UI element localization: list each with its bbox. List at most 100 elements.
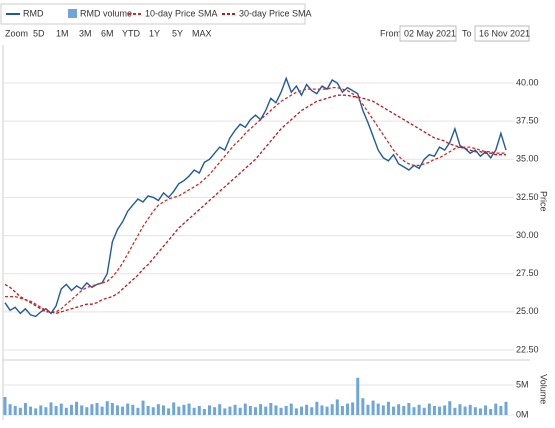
volume-bar <box>192 407 196 415</box>
volume-bar <box>156 404 160 415</box>
from-date[interactable]: 02 May 2021 <box>404 28 456 38</box>
volume-bar <box>115 405 119 415</box>
price-line <box>4 76 507 318</box>
volume-bar <box>325 406 329 415</box>
volume-bar <box>499 406 503 415</box>
zoom-button[interactable]: 5Y <box>172 28 183 38</box>
volume-bar <box>427 403 431 415</box>
volume-bar <box>494 403 498 415</box>
volume-bar <box>75 401 79 415</box>
volume-bar <box>141 400 145 415</box>
volume-bar <box>484 405 488 415</box>
volume-bar <box>49 402 53 415</box>
legend-label[interactable]: RMD <box>23 8 44 18</box>
zoom-button[interactable]: 5D <box>33 28 45 38</box>
volume-bar <box>131 404 135 415</box>
volume-bar <box>320 405 324 415</box>
from-input[interactable] <box>399 25 457 42</box>
volume-bar <box>376 403 380 415</box>
volume-bar <box>202 409 206 415</box>
to-input[interactable] <box>474 25 530 42</box>
volume-bar <box>182 404 186 415</box>
zoom-button[interactable]: 1M <box>56 28 69 38</box>
volume-bar <box>248 406 252 415</box>
volume-bar <box>305 404 309 415</box>
volume-bar <box>238 407 242 415</box>
zoom-button[interactable]: 3M <box>79 28 92 38</box>
volume-bar <box>330 404 334 415</box>
y-axis-title: Price <box>539 191 549 212</box>
volume-bar <box>468 404 472 415</box>
volume-bar <box>29 406 33 415</box>
y-tick-label: 30.00 <box>516 230 539 240</box>
y-tick-label: 0M <box>516 409 529 419</box>
volume-bar <box>335 399 339 415</box>
volume-bar <box>381 405 385 415</box>
volume-bar <box>207 405 211 415</box>
volume-bar <box>489 409 493 415</box>
volume-bar <box>44 407 48 415</box>
volume-bar <box>264 406 268 415</box>
volume-bar <box>34 408 38 415</box>
volume-bar <box>366 404 370 415</box>
y-axis-title: Volume <box>539 374 549 404</box>
volume-bar <box>422 407 426 415</box>
volume-bar <box>172 402 176 415</box>
zoom-button[interactable]: 1Y <box>149 28 160 38</box>
volume-bar <box>315 401 319 415</box>
volume-bar <box>69 404 73 415</box>
volume-bar <box>463 406 467 415</box>
volume-bar <box>351 402 355 415</box>
volume-bar <box>110 403 114 415</box>
volume-bar <box>167 408 171 415</box>
volume-bar <box>386 401 390 415</box>
volume-bar <box>218 404 222 415</box>
volume-bar <box>3 397 7 415</box>
volume-bar <box>23 403 27 415</box>
volume-bar <box>300 406 304 415</box>
volume-bar <box>121 406 125 415</box>
volume-bar <box>126 403 130 415</box>
y-tick-label: 22.50 <box>516 344 539 354</box>
to-label: To <box>462 28 472 38</box>
volume-bar <box>146 406 150 415</box>
legend-swatch[interactable] <box>68 9 77 18</box>
volume-bar <box>473 407 477 415</box>
zoom-label: Zoom <box>5 28 28 38</box>
volume-bar <box>213 407 217 415</box>
volume-bar <box>458 404 462 415</box>
y-tick-label: 37.50 <box>516 116 539 126</box>
legend-label[interactable]: 10-day Price SMA <box>145 8 218 18</box>
zoom-button[interactable]: YTD <box>122 28 141 38</box>
volume-bar <box>279 407 283 415</box>
volume-bar <box>85 407 89 415</box>
volume-bar <box>294 408 298 415</box>
volume-bar <box>39 405 43 415</box>
zoom-button[interactable]: 6M <box>101 28 114 38</box>
volume-bar <box>397 404 401 415</box>
volume-bar <box>274 405 278 415</box>
volume-bar <box>443 405 447 415</box>
volume-bar <box>340 406 344 415</box>
volume-bar <box>59 403 63 415</box>
volume-bar <box>80 405 84 415</box>
from-label: From <box>380 28 401 38</box>
y-tick-label: 27.50 <box>516 268 539 278</box>
volume-bar <box>417 404 421 415</box>
volume-bar <box>453 407 457 415</box>
volume-bar <box>177 406 181 415</box>
legend-label[interactable]: RMD volume <box>80 8 132 18</box>
legend-label[interactable]: 30-day Price SMA <box>239 8 312 18</box>
volume-bar <box>361 398 365 415</box>
to-date[interactable]: 16 Nov 2021 <box>479 28 530 38</box>
y-tick-label: 5M <box>516 379 529 389</box>
zoom-button[interactable]: MAX <box>192 28 212 38</box>
volume-bar <box>392 406 396 415</box>
volume-bar <box>95 403 99 415</box>
volume-bar <box>259 404 263 415</box>
volume-bar <box>187 403 191 415</box>
volume-bar <box>223 408 227 415</box>
volume-bar <box>402 406 406 415</box>
